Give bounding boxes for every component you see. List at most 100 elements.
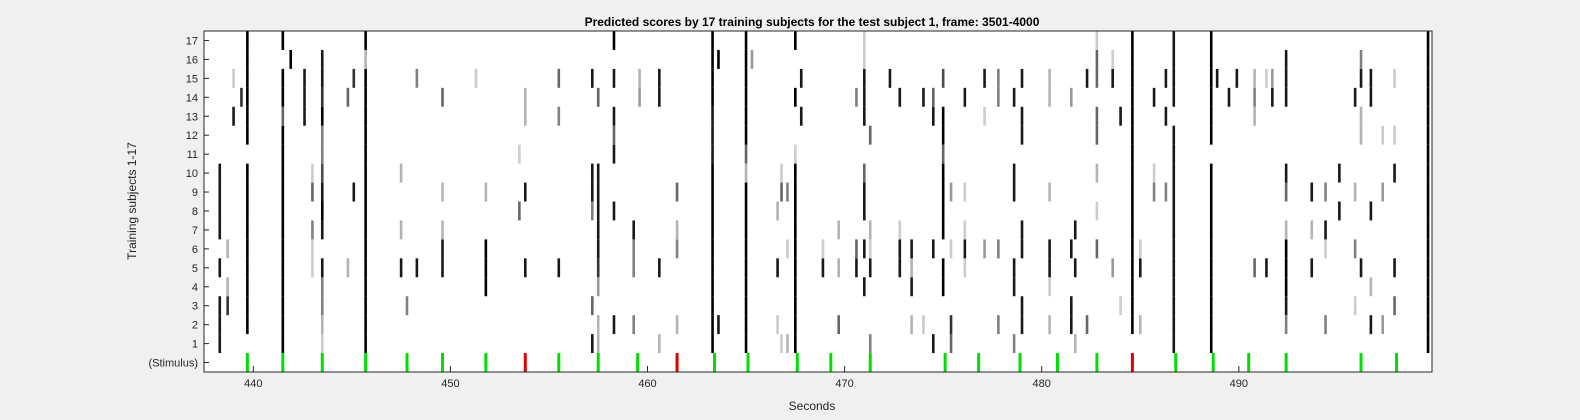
score-cell xyxy=(744,68,748,88)
score-cell xyxy=(711,239,714,259)
score-cell xyxy=(786,239,789,259)
score-cell xyxy=(863,201,866,221)
y-tick-label: 12 xyxy=(186,130,198,142)
score-cell xyxy=(246,68,249,88)
score-cell xyxy=(281,144,285,164)
score-cell xyxy=(364,87,367,107)
score-cell xyxy=(591,163,594,183)
score-cell xyxy=(863,49,866,69)
score-cell xyxy=(997,315,1000,335)
stimulus-marker-green xyxy=(1174,353,1178,372)
score-cell xyxy=(364,277,367,297)
score-cell xyxy=(1048,315,1051,335)
score-cell xyxy=(910,315,913,335)
score-cell xyxy=(675,239,679,259)
score-cell xyxy=(281,201,285,221)
score-cell xyxy=(232,68,235,88)
score-cell xyxy=(949,239,953,259)
y-tick-label: 11 xyxy=(187,149,198,161)
score-cell xyxy=(963,220,967,240)
score-cell xyxy=(281,296,285,316)
score-cell xyxy=(1073,334,1077,354)
score-cell xyxy=(658,258,661,278)
score-cells xyxy=(218,31,1430,354)
score-cell xyxy=(868,220,872,240)
stimulus-marker-green xyxy=(713,353,717,372)
score-cell xyxy=(226,239,229,259)
score-cell xyxy=(320,334,324,354)
score-cell xyxy=(1284,68,1288,88)
score-cell xyxy=(320,258,324,278)
stimulus-marker-green xyxy=(746,353,750,372)
score-cell xyxy=(1353,296,1357,316)
score-cell xyxy=(1111,49,1114,69)
score-cell xyxy=(311,182,314,202)
score-cell xyxy=(1235,68,1239,88)
score-cell xyxy=(320,163,324,183)
score-cell xyxy=(1393,296,1396,316)
score-cell xyxy=(794,163,797,183)
score-cell xyxy=(941,277,945,297)
score-cell xyxy=(281,220,285,240)
score-cell xyxy=(441,87,444,107)
plot-area xyxy=(204,31,1432,372)
score-cell xyxy=(246,163,249,183)
score-cell xyxy=(1172,144,1176,164)
score-cell xyxy=(240,87,243,107)
score-cell xyxy=(1426,315,1430,335)
score-cell xyxy=(1426,277,1430,297)
score-cell xyxy=(596,220,600,240)
score-cell xyxy=(596,239,600,259)
score-cell xyxy=(1393,258,1396,278)
score-cell xyxy=(612,125,616,145)
score-cell xyxy=(922,315,925,335)
score-cell xyxy=(612,315,616,335)
score-cell xyxy=(949,334,953,354)
score-cell xyxy=(523,182,527,202)
score-cell xyxy=(1381,315,1385,335)
score-cell xyxy=(1172,220,1176,240)
score-cell xyxy=(1172,163,1176,183)
stimulus-marker-green xyxy=(281,353,285,372)
score-cell xyxy=(1426,125,1430,145)
score-cell xyxy=(963,87,967,107)
stimulus-marker-green xyxy=(943,353,947,372)
score-cell xyxy=(523,87,527,107)
score-cell xyxy=(1048,87,1051,107)
score-cell xyxy=(1131,125,1134,145)
score-cell xyxy=(1381,125,1385,145)
score-cell xyxy=(1265,258,1268,278)
score-cell xyxy=(320,68,324,88)
score-cell xyxy=(949,315,953,335)
score-cell xyxy=(1359,49,1363,69)
score-cell xyxy=(776,258,779,278)
score-cell xyxy=(1172,68,1176,88)
score-cell xyxy=(1253,68,1256,88)
score-cell xyxy=(1020,106,1024,126)
y-tick-label: 1 xyxy=(192,339,198,351)
score-cell xyxy=(405,296,409,316)
stimulus-marker-green xyxy=(868,353,872,372)
score-cell xyxy=(750,49,754,69)
x-tick-label: 450 xyxy=(441,378,459,390)
score-cell xyxy=(1209,220,1213,240)
score-cell xyxy=(364,315,367,335)
score-cell xyxy=(399,163,403,183)
score-cell xyxy=(780,334,783,354)
y-tick-label: 17 xyxy=(186,35,198,47)
score-cell xyxy=(863,31,866,50)
y-tick-label: (Stimulus) xyxy=(148,358,198,370)
score-cell xyxy=(658,334,661,354)
score-cell xyxy=(311,239,314,259)
score-cell xyxy=(821,258,825,278)
score-cell xyxy=(786,182,789,202)
score-cell xyxy=(364,31,367,50)
score-cell xyxy=(1359,106,1363,126)
score-cell xyxy=(863,277,866,297)
score-cell xyxy=(941,201,945,221)
score-cell xyxy=(1020,125,1024,145)
score-cell xyxy=(799,106,803,126)
score-cell xyxy=(1209,182,1213,202)
